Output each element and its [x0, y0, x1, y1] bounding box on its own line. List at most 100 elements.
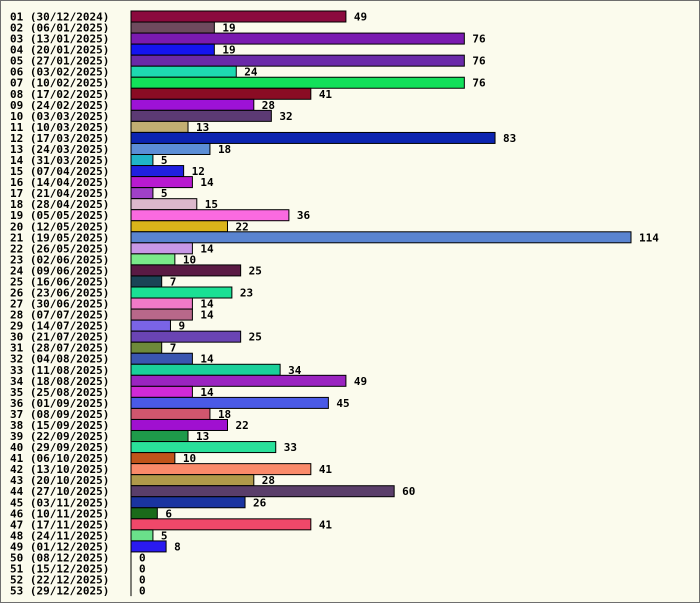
category-label: 49 (01/12/2025)	[10, 540, 109, 553]
bar-value-label: 45	[336, 397, 349, 410]
bar-value-label: 18	[218, 408, 231, 421]
category-label: 10 (03/03/2025)	[10, 110, 109, 123]
category-label: 02 (06/01/2025)	[10, 22, 109, 35]
category-label: 33 (11/08/2025)	[10, 364, 109, 377]
bar-value-label: 0	[139, 585, 146, 598]
category-label: 27 (30/06/2025)	[10, 298, 109, 311]
bar-value-label: 5	[161, 187, 168, 200]
category-label: 25 (16/06/2025)	[10, 275, 109, 288]
bar	[130, 319, 171, 332]
bar	[130, 242, 193, 255]
bar	[130, 154, 154, 167]
bar-value-label: 7	[170, 342, 177, 355]
category-label: 38 (15/09/2025)	[10, 419, 109, 432]
bar	[130, 176, 193, 189]
bar-value-label: 5	[161, 529, 168, 542]
bar	[130, 220, 228, 233]
category-label: 53 (29/12/2025)	[10, 585, 109, 598]
bar-value-label: 28	[262, 99, 275, 112]
bar-value-label: 14	[200, 386, 214, 399]
bar	[130, 441, 277, 454]
category-label: 19 (05/05/2025)	[10, 209, 109, 222]
category-label: 36 (01/09/2025)	[10, 397, 109, 410]
category-label: 11 (10/03/2025)	[10, 121, 109, 134]
bar	[130, 131, 496, 144]
category-label: 18 (28/04/2025)	[10, 198, 109, 211]
category-label: 08 (17/02/2025)	[10, 88, 109, 101]
category-label: 03 (13/01/2025)	[10, 33, 109, 46]
bar-value-label: 9	[178, 320, 185, 333]
category-label: 37 (08/09/2025)	[10, 408, 109, 421]
category-label: 41 (06/10/2025)	[10, 452, 109, 465]
bar-value-label: 14	[200, 309, 214, 322]
category-label: 47 (17/11/2025)	[10, 518, 109, 531]
bar-value-label: 0	[139, 574, 146, 587]
bar	[130, 275, 163, 288]
bar-value-label: 26	[253, 496, 267, 509]
bar	[130, 396, 329, 409]
category-label: 40 (29/09/2025)	[10, 441, 109, 454]
bar-value-label: 13	[196, 430, 209, 443]
bar	[130, 518, 312, 531]
category-label: 43 (20/10/2025)	[10, 474, 109, 487]
category-label: 51 (15/12/2025)	[10, 563, 109, 576]
bar	[130, 485, 395, 498]
bar-value-label: 76	[472, 33, 486, 46]
bar	[130, 385, 193, 398]
bar-value-label: 41	[319, 463, 333, 476]
bar-value-label: 33	[284, 441, 297, 454]
bar-value-label: 10	[183, 253, 196, 266]
bar-value-label: 19	[222, 44, 235, 57]
category-label: 52 (22/12/2025)	[10, 574, 109, 587]
bar-value-label: 12	[192, 165, 205, 178]
bar-value-label: 34	[288, 364, 302, 377]
bar	[130, 463, 312, 476]
bar-value-label: 114	[639, 231, 659, 244]
category-label: 24 (09/06/2025)	[10, 264, 109, 277]
category-label: 22 (26/05/2025)	[10, 242, 109, 255]
category-label: 04 (20/01/2025)	[10, 44, 109, 57]
category-label: 23 (02/06/2025)	[10, 253, 109, 266]
bar-value-label: 32	[279, 110, 292, 123]
category-label: 34 (18/08/2025)	[10, 375, 109, 388]
bar-value-label: 14	[200, 242, 214, 255]
category-label: 13 (24/03/2025)	[10, 143, 109, 156]
bar	[130, 165, 185, 178]
category-label: 45 (03/11/2025)	[10, 496, 109, 509]
bar	[130, 407, 211, 420]
bars-group: 01 (30/12/2024) 49 02 (06/01/2025) 19 03 (13…	[10, 10, 659, 598]
category-label: 01 (30/12/2024)	[10, 11, 109, 24]
bar	[130, 21, 215, 34]
category-label: 12 (17/03/2025)	[10, 132, 109, 145]
bar	[130, 54, 465, 67]
bar-value-label: 0	[139, 563, 146, 576]
bar	[130, 363, 281, 376]
bar	[130, 507, 158, 520]
bar	[130, 109, 272, 122]
category-label: 15 (07/04/2025)	[10, 165, 109, 178]
bar-value-label: 49	[354, 11, 367, 24]
category-label: 46 (10/11/2025)	[10, 507, 109, 520]
bar	[130, 253, 176, 266]
category-label: 26 (23/06/2025)	[10, 287, 109, 300]
bar-value-label: 5	[161, 154, 168, 167]
category-label: 35 (25/08/2025)	[10, 386, 109, 399]
bar-value-label: 8	[174, 540, 181, 553]
category-label: 32 (04/08/2025)	[10, 353, 109, 366]
category-label: 48 (24/11/2025)	[10, 529, 109, 542]
category-label: 16 (14/04/2025)	[10, 176, 109, 189]
category-label: 39 (22/09/2025)	[10, 430, 109, 443]
bar	[130, 87, 312, 100]
category-label: 31 (28/07/2025)	[10, 342, 109, 355]
bar	[130, 65, 237, 78]
bar	[130, 10, 347, 23]
category-label: 05 (27/01/2025)	[10, 55, 109, 68]
bar-value-label: 24	[244, 66, 258, 79]
bar	[130, 120, 189, 133]
bar-value-label: 15	[205, 198, 218, 211]
bar-value-label: 41	[319, 518, 333, 531]
bar	[130, 496, 246, 509]
bar	[130, 352, 193, 365]
bar-value-label: 22	[235, 220, 248, 233]
